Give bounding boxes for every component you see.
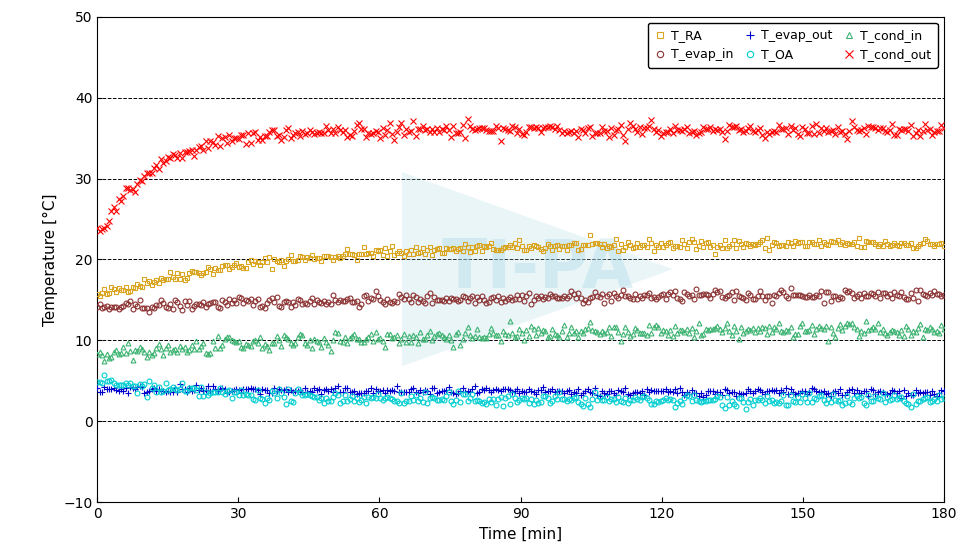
Legend: T_RA, T_evap_in, T_evap_out, T_OA, T_cond_in, T_cond_out: T_RA, T_evap_in, T_evap_out, T_OA, T_con… — [648, 23, 938, 68]
Polygon shape — [402, 172, 673, 366]
X-axis label: Time [min]: Time [min] — [479, 527, 562, 542]
Text: TI-PA: TI-PA — [442, 236, 633, 302]
Y-axis label: Temperature [°C]: Temperature [°C] — [43, 193, 57, 326]
